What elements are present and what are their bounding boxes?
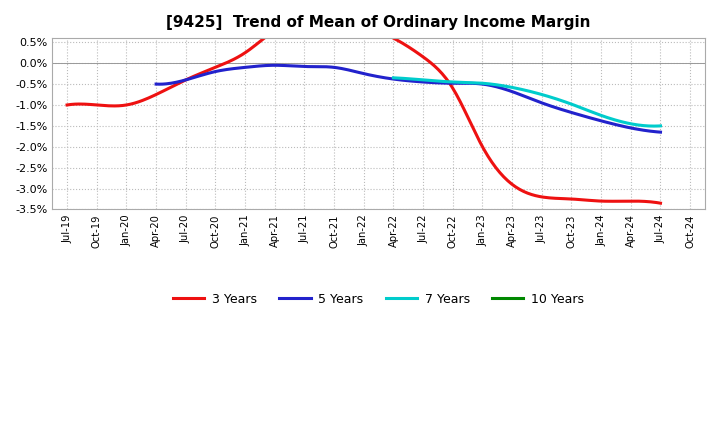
5 Years <box>611 122 619 127</box>
5 Years <box>270 62 279 68</box>
7 Years <box>656 123 665 128</box>
7 Years <box>552 96 561 102</box>
5 Years <box>153 81 162 87</box>
Legend: 3 Years, 5 Years, 7 Years, 10 Years: 3 Years, 5 Years, 7 Years, 10 Years <box>168 288 589 311</box>
3 Years <box>416 52 425 58</box>
Line: 7 Years: 7 Years <box>393 78 660 126</box>
7 Years <box>650 124 659 129</box>
7 Years <box>631 122 640 127</box>
3 Years <box>65 102 73 107</box>
5 Years <box>152 81 161 87</box>
5 Years <box>452 81 461 86</box>
5 Years <box>462 81 471 86</box>
7 Years <box>389 75 397 81</box>
5 Years <box>656 129 665 135</box>
Line: 5 Years: 5 Years <box>156 65 660 132</box>
3 Years <box>603 198 611 204</box>
5 Years <box>454 81 462 86</box>
Line: 3 Years: 3 Years <box>67 15 660 203</box>
7 Years <box>548 95 557 100</box>
5 Years <box>579 113 588 118</box>
Title: [9425]  Trend of Mean of Ordinary Income Margin: [9425] Trend of Mean of Ordinary Income … <box>166 15 591 30</box>
7 Years <box>547 95 556 100</box>
7 Years <box>614 118 623 124</box>
3 Years <box>63 103 71 108</box>
3 Years <box>565 196 574 202</box>
7 Years <box>390 75 399 81</box>
3 Years <box>428 61 436 66</box>
3 Years <box>656 201 665 206</box>
3 Years <box>309 12 318 17</box>
3 Years <box>418 54 427 59</box>
